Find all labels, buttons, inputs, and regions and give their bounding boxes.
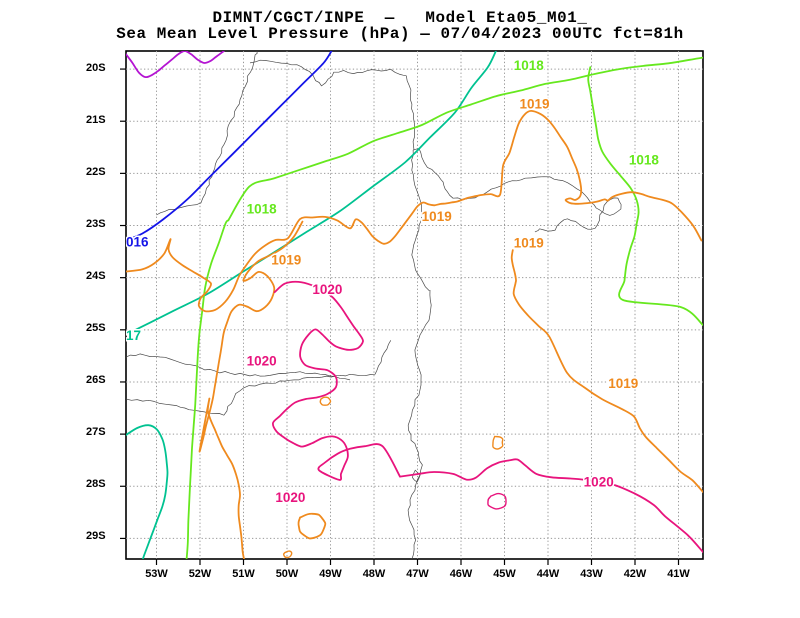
svg-text:1020: 1020 bbox=[275, 490, 305, 505]
svg-text:17: 17 bbox=[126, 328, 141, 343]
svg-text:1020: 1020 bbox=[312, 282, 342, 297]
svg-text:016: 016 bbox=[126, 235, 149, 250]
svg-text:1019: 1019 bbox=[422, 209, 452, 224]
svg-text:1019: 1019 bbox=[519, 96, 549, 111]
svg-text:1018: 1018 bbox=[629, 152, 660, 167]
svg-text:1020: 1020 bbox=[247, 354, 277, 369]
svg-text:1018: 1018 bbox=[247, 202, 278, 217]
svg-text:1020: 1020 bbox=[584, 475, 614, 490]
svg-text:1019: 1019 bbox=[271, 253, 301, 268]
svg-text:1018: 1018 bbox=[514, 58, 545, 73]
svg-text:1019: 1019 bbox=[608, 376, 638, 391]
svg-text:1019: 1019 bbox=[514, 235, 544, 250]
